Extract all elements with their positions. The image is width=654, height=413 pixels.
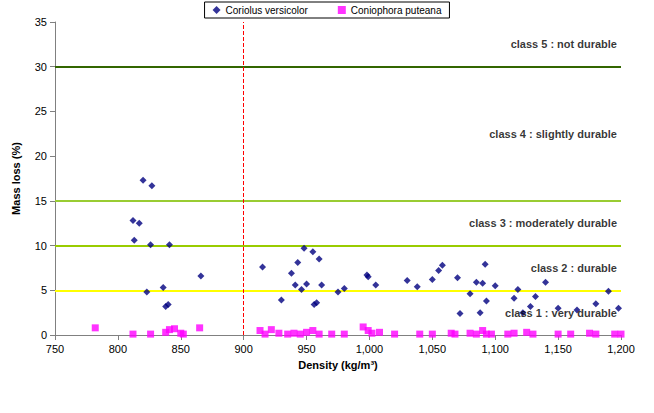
svg-text:class 5 : not durable: class 5 : not durable	[511, 38, 617, 50]
svg-text:0: 0	[41, 329, 47, 341]
svg-text:1,050: 1,050	[419, 343, 447, 355]
svg-text:900: 900	[234, 343, 252, 355]
svg-text:5: 5	[41, 284, 47, 296]
svg-text:class 2 : durable: class 2 : durable	[531, 262, 617, 274]
svg-text:1,150: 1,150	[544, 343, 572, 355]
svg-text:15: 15	[35, 195, 47, 207]
svg-text:950: 950	[297, 343, 315, 355]
svg-text:800: 800	[109, 343, 127, 355]
svg-text:Mass loss (%): Mass loss (%)	[10, 142, 22, 215]
svg-text:class 4 : slightly durable: class 4 : slightly durable	[489, 128, 617, 140]
svg-text:35: 35	[35, 16, 47, 28]
svg-text:Density (kg/m³): Density (kg/m³)	[298, 359, 378, 371]
svg-text:class 3 : moderately durable: class 3 : moderately durable	[469, 217, 617, 229]
svg-text:1,000: 1,000	[356, 343, 384, 355]
svg-text:1,200: 1,200	[607, 343, 635, 355]
svg-text:1,100: 1,100	[481, 343, 509, 355]
svg-text:class 1 : very durable: class 1 : very durable	[505, 307, 617, 319]
svg-text:20: 20	[35, 150, 47, 162]
svg-text:30: 30	[35, 61, 47, 73]
svg-text:750: 750	[46, 343, 64, 355]
svg-text:25: 25	[35, 105, 47, 117]
svg-text:Coriolus versicolor: Coriolus versicolor	[226, 5, 309, 16]
svg-text:10: 10	[35, 240, 47, 252]
svg-text:850: 850	[172, 343, 190, 355]
svg-text:Coniophora puteana: Coniophora puteana	[351, 5, 442, 16]
